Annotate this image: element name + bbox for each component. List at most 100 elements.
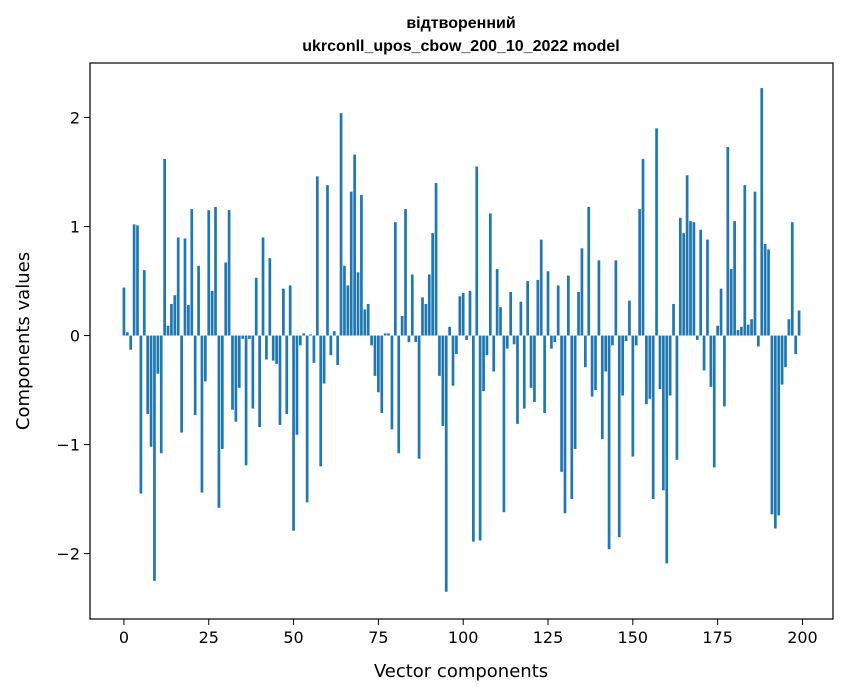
bar — [173, 295, 177, 336]
x-tick-label: 50 — [283, 628, 303, 647]
bar — [349, 191, 353, 336]
bar — [587, 206, 591, 336]
bar — [522, 335, 526, 409]
bar — [292, 335, 295, 531]
bar — [546, 271, 550, 336]
bar — [163, 158, 166, 336]
bar — [254, 277, 258, 336]
bar — [740, 326, 743, 336]
bar — [315, 176, 319, 336]
bar — [434, 182, 438, 336]
bar — [475, 166, 479, 336]
bar — [614, 260, 618, 336]
bar — [227, 210, 231, 336]
bar — [129, 335, 133, 350]
bar — [499, 307, 502, 336]
bar — [159, 335, 163, 454]
bar — [539, 239, 543, 336]
bar — [156, 335, 160, 374]
bar — [390, 335, 394, 430]
bar — [773, 335, 777, 529]
bar — [282, 288, 285, 336]
bar — [370, 335, 373, 346]
bar — [492, 335, 496, 372]
bar — [400, 315, 404, 336]
bar — [777, 335, 781, 516]
bar — [268, 258, 272, 336]
bar — [655, 128, 658, 336]
bar — [132, 224, 136, 336]
bar — [570, 335, 574, 500]
bar — [346, 285, 350, 336]
bar — [170, 303, 173, 336]
bar — [692, 222, 696, 336]
bar — [149, 335, 153, 447]
bar — [709, 335, 713, 387]
bar — [383, 333, 387, 336]
y-tick-label: 2 — [70, 109, 80, 128]
bar — [699, 229, 703, 336]
chart-title-line2: ukrconll_upos_cbow_200_10_2022 model — [302, 38, 619, 55]
x-axis-label: Vector components — [374, 661, 548, 682]
bar — [244, 335, 248, 466]
x-tick-label: 25 — [199, 628, 219, 647]
bar — [414, 335, 418, 343]
bar — [187, 305, 190, 336]
bar — [180, 335, 183, 433]
bar — [472, 335, 475, 542]
bar — [750, 319, 753, 336]
bar — [672, 303, 675, 336]
bar — [288, 285, 292, 336]
bar — [611, 335, 614, 346]
bar — [706, 239, 709, 336]
bar — [136, 225, 139, 336]
bar — [723, 335, 726, 407]
bar — [366, 303, 370, 336]
bar — [604, 335, 608, 372]
bar — [332, 331, 336, 336]
bar — [787, 319, 791, 336]
bar — [597, 260, 601, 336]
bar — [142, 270, 146, 336]
bar — [563, 335, 567, 514]
bar — [176, 237, 180, 336]
bar — [183, 238, 187, 336]
bar — [702, 335, 706, 371]
y-axis-label: Components values — [13, 252, 34, 430]
bar — [695, 335, 699, 340]
bar — [767, 249, 770, 336]
bar — [139, 335, 143, 494]
bar — [509, 291, 513, 336]
bar — [448, 326, 451, 336]
bar — [468, 290, 472, 336]
bar — [590, 335, 594, 397]
bar — [512, 335, 516, 345]
bar — [455, 335, 458, 355]
bar — [482, 335, 485, 392]
x-axis: 0 25 50 75 100 125 150 175 200 — [119, 619, 818, 647]
x-tick-label: 200 — [787, 628, 818, 647]
bar — [648, 335, 652, 399]
bar — [197, 265, 200, 336]
bar — [220, 335, 224, 449]
bar — [153, 335, 156, 581]
bar — [305, 335, 309, 503]
bar — [634, 335, 638, 346]
bar — [583, 335, 587, 368]
bar — [594, 335, 597, 391]
bar — [580, 248, 584, 336]
bar — [573, 335, 577, 449]
bar — [217, 335, 221, 508]
bar — [529, 335, 533, 388]
bar — [682, 233, 686, 336]
bar — [265, 335, 268, 360]
bar — [516, 335, 519, 424]
bar — [665, 335, 669, 564]
bar — [234, 335, 238, 422]
bar — [444, 335, 448, 592]
bar — [502, 335, 506, 513]
x-tick-label: 175 — [702, 628, 733, 647]
bar — [794, 335, 798, 355]
bar — [641, 158, 645, 336]
bar — [166, 325, 170, 336]
